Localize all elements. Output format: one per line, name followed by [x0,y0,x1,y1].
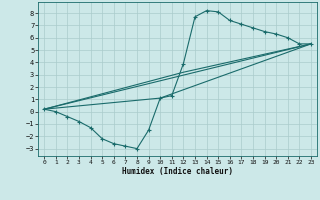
X-axis label: Humidex (Indice chaleur): Humidex (Indice chaleur) [122,167,233,176]
